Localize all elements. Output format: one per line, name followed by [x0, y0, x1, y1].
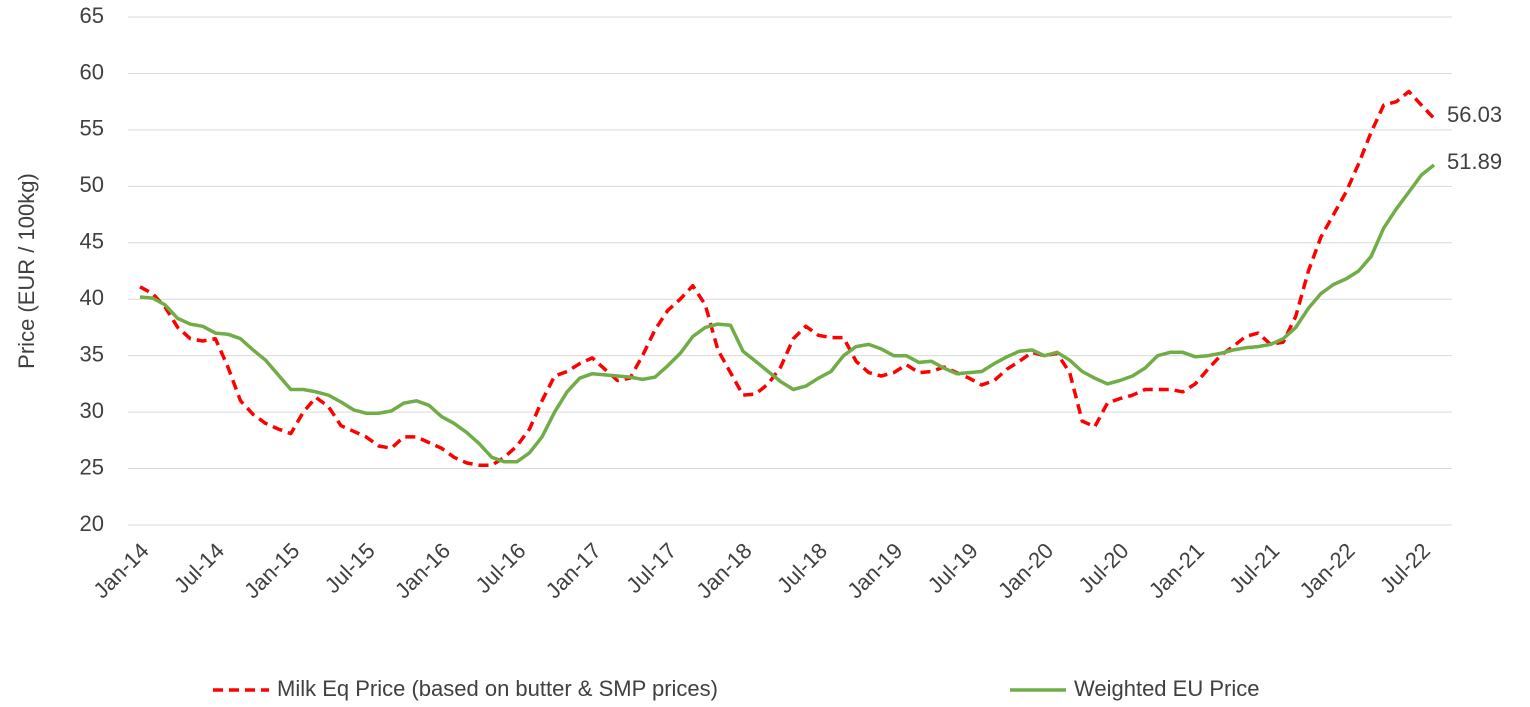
- y-tick-label: 30: [80, 398, 104, 423]
- y-tick-label: 20: [80, 511, 104, 536]
- y-tick-label: 45: [80, 229, 104, 254]
- y-tick-label: 60: [80, 59, 104, 84]
- y-tick-label: 35: [80, 341, 104, 366]
- x-tick-label: Jul-17: [621, 538, 681, 598]
- x-tick-label: Jul-22: [1375, 538, 1435, 598]
- x-tick-label: Jul-19: [923, 538, 983, 598]
- x-tick-label: Jan-15: [239, 538, 304, 603]
- x-tick-label: Jan-14: [88, 538, 153, 603]
- x-tick-label: Jul-21: [1224, 538, 1284, 598]
- end-label: 56.03: [1447, 102, 1502, 127]
- end-label: 51.89: [1447, 149, 1502, 174]
- legend-label: Milk Eq Price (based on butter & SMP pri…: [277, 676, 718, 701]
- x-tick-label: Jan-16: [390, 538, 455, 603]
- x-tick-label: Jan-17: [541, 538, 606, 603]
- legend-label: Weighted EU Price: [1074, 676, 1259, 701]
- x-tick-label: Jul-16: [470, 538, 530, 598]
- x-tick-label: Jan-18: [691, 538, 756, 603]
- y-axis-title: Price (EUR / 100kg): [14, 173, 39, 369]
- x-tick-label: Jan-20: [993, 538, 1058, 603]
- y-tick-label: 65: [80, 3, 104, 28]
- y-tick-label: 40: [80, 285, 104, 310]
- y-tick-label: 25: [80, 454, 104, 479]
- x-tick-label: Jul-20: [1074, 538, 1134, 598]
- x-tick-label: Jan-21: [1144, 538, 1209, 603]
- x-tick-label: Jan-22: [1294, 538, 1359, 603]
- y-tick-label: 50: [80, 172, 104, 197]
- y-tick-label: 55: [80, 116, 104, 141]
- x-tick-label: Jan-19: [842, 538, 907, 603]
- x-tick-label: Jul-14: [169, 538, 229, 598]
- x-tick-label: Jul-15: [320, 538, 380, 598]
- series-line: [139, 89, 1436, 467]
- x-tick-label: Jul-18: [772, 538, 832, 598]
- series-line: [139, 163, 1436, 464]
